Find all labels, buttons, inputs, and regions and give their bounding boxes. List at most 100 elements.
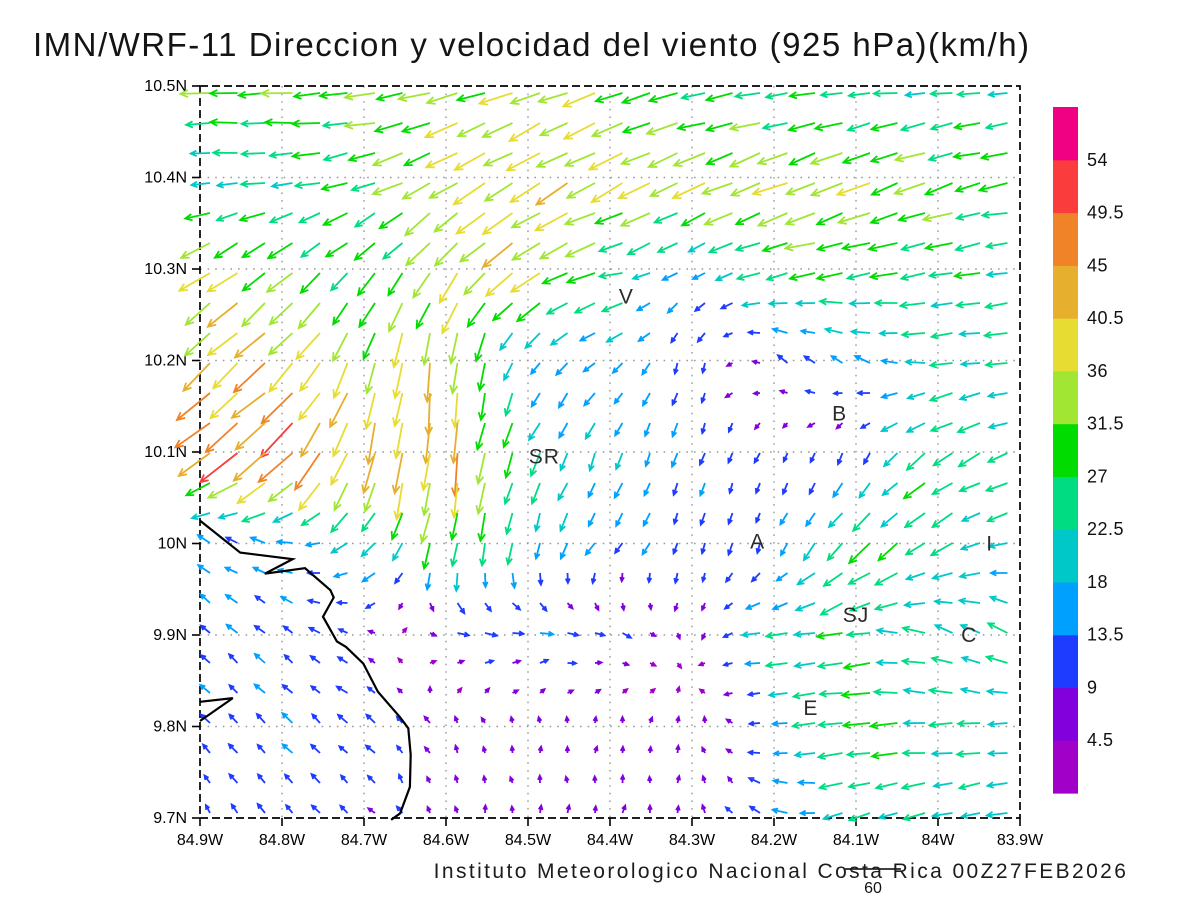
wind-arrow [395,744,404,754]
colorbar-swatch [1053,318,1078,372]
wind-arrow [671,182,706,199]
wind-arrow [869,212,898,225]
wind-arrow [364,602,376,610]
wind-arrow [433,212,459,233]
wind-arrow [979,152,1008,161]
wind-arrow [339,804,349,814]
wind-arrow [213,242,238,259]
wind-arrow [584,422,596,441]
wind-arrow [793,661,816,669]
wind-arrow [722,332,733,338]
x-tick-label: 84.5W [505,832,552,849]
wind-arrow [265,272,294,294]
wind-arrow [183,332,211,357]
wind-arrow [450,482,460,520]
wind-arrow [423,122,458,139]
wind-arrow [481,212,514,236]
y-tick-label: 10N [158,536,187,553]
chart-title: IMN/WRF-11 Direccion y velocidad del vie… [33,26,1031,63]
wind-arrow [332,572,348,579]
wind-arrow [565,803,572,814]
wind-arrow [985,512,1008,523]
wind-arrow [899,242,926,252]
wind-arrow [621,803,627,814]
wind-arrow [647,602,654,612]
wind-arrow [480,122,513,138]
wind-arrow [954,300,981,309]
wind-arrow [256,743,266,754]
wind-arrow [360,512,376,533]
colorbar-label: 4.5 [1087,730,1114,750]
wind-arrow [388,302,404,334]
wind-arrow [297,302,321,330]
wind-arrow [381,242,404,260]
wind-arrow [725,748,733,754]
wind-arrow [796,779,816,787]
wind-arrow [412,272,431,300]
wind-arrow [510,242,541,261]
wind-arrow [675,743,681,754]
wind-arrow [809,152,843,166]
wind-arrow [620,92,651,105]
wind-arrow [793,750,816,759]
wind-arrow [361,452,376,495]
wind-arrow [611,362,624,375]
wind-arrow [932,781,953,789]
wind-arrow [290,151,321,160]
wind-arrow [587,482,596,499]
wind-arrow [859,422,871,430]
wind-arrow [986,749,1008,757]
wind-arrow [621,122,651,134]
colorbar-label: 22.5 [1087,519,1124,539]
wind-arrow [823,326,843,334]
wind-arrow [959,360,981,368]
wind-arrow [353,242,376,262]
wind-arrow [365,422,376,466]
wind-arrow [957,330,981,338]
colorbar-swatch [1053,687,1078,741]
wind-arrow [643,422,651,438]
wind-arrow [423,715,431,724]
wind-arrow [539,602,548,613]
wind-arrow [727,452,734,465]
wind-arrow [275,538,293,546]
wind-arrow [204,422,239,454]
wind-arrow [557,482,569,502]
wind-arrow [217,512,238,520]
wind-arrow [561,92,596,108]
wind-arrow [457,631,471,638]
wind-arrow [637,332,651,343]
wind-arrow [179,242,211,259]
wind-arrow [426,804,432,814]
wind-arrow [332,332,349,363]
wind-arrow [238,212,266,223]
wind-arrow [802,355,816,364]
wind-arrow [262,118,293,127]
wind-arrow [206,272,238,293]
wind-arrow [855,389,871,397]
wind-arrow [310,772,321,784]
wind-arrow [900,657,926,666]
y-tick-label: 10.5N [144,78,187,95]
wind-arrow [587,512,596,528]
wind-arrow [426,775,432,784]
wind-arrow [743,660,761,667]
wind-arrow [680,212,706,227]
wind-arrow [309,685,321,694]
wind-arrow [836,212,871,225]
wind-arrow [329,542,348,554]
wind-arrow [614,452,624,471]
wind-arrow [281,743,294,754]
wind-arrow [283,653,294,664]
wind-arrow [826,542,844,562]
wind-arrow [535,152,568,168]
wind-arrow [271,512,293,523]
wind-arrow [649,687,657,694]
wind-arrow [744,602,761,610]
wind-arrow [734,242,761,252]
wind-arrow [931,452,953,467]
wind-arrow [958,392,981,401]
colorbar-label: 31.5 [1087,414,1124,434]
wind-arrow [475,452,486,486]
wind-arrow [982,331,1008,339]
